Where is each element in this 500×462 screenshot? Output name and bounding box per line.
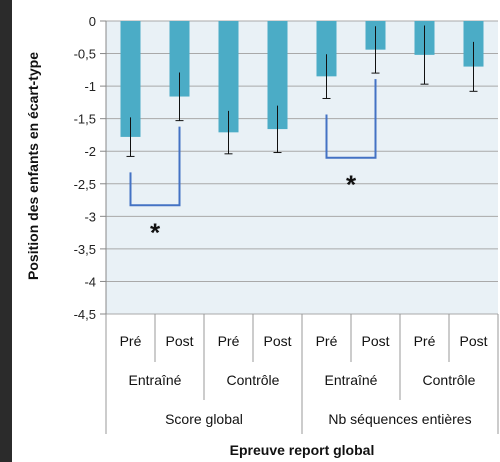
significance-bracket (129, 126, 181, 207)
x-category-label: Pré (316, 333, 338, 349)
y-tick-label: -3 (84, 209, 96, 224)
plot-background (106, 21, 498, 314)
y-tick-label: -0,5 (74, 47, 96, 62)
y-axis-title: Position des enfants en écart-type (25, 52, 41, 280)
significance-brackets: ** (129, 79, 377, 247)
significance-star: * (346, 170, 357, 200)
window-edge-strip (0, 0, 12, 462)
x-category-label: Post (361, 333, 389, 349)
x-group-label: Entraîné (325, 372, 378, 388)
x-supergroup-label: Score global (165, 411, 243, 427)
bar (169, 21, 190, 97)
x-category-label: Pré (120, 333, 142, 349)
y-tick-label: -2,5 (74, 177, 96, 192)
y-tick-label: 0 (89, 14, 96, 29)
x-supergroup-label: Nb séquences entières (328, 411, 471, 427)
significance-star: * (150, 217, 161, 247)
x-category-label: Post (165, 333, 193, 349)
x-category-label: Post (263, 333, 291, 349)
bar (120, 21, 141, 137)
significance-bracket (325, 79, 377, 159)
bars-layer (120, 21, 484, 137)
x-category-label: Pré (218, 333, 240, 349)
bar (218, 21, 239, 133)
error-bars-layer (126, 25, 478, 157)
y-tick-label: -3,5 (74, 242, 96, 257)
y-tick-label: -4 (84, 274, 96, 289)
y-axis-ticks: 0 -0,5 -1 -1,5 -2 -2,5 -3 -3,5 -4 -4,5 (74, 14, 107, 322)
x-group-label: Entraîné (129, 372, 182, 388)
bar (267, 21, 288, 130)
y-tick-label: -2 (84, 144, 96, 159)
y-tick-label: -4,5 (74, 307, 96, 322)
x-category-label: Post (459, 333, 487, 349)
y-tick-label: -1 (84, 79, 96, 94)
x-category-label: Pré (414, 333, 436, 349)
y-tick-label: -1,5 (74, 112, 96, 127)
x-group-label: Contrôle (227, 372, 280, 388)
bar (316, 21, 337, 77)
x-axis-categories: Pré Post Pré Post Pré Post Pré Post Entraîné Cont… (105, 314, 499, 434)
x-axis-title: Epreuve report global (230, 442, 375, 458)
x-group-label: Contrôle (423, 372, 476, 388)
